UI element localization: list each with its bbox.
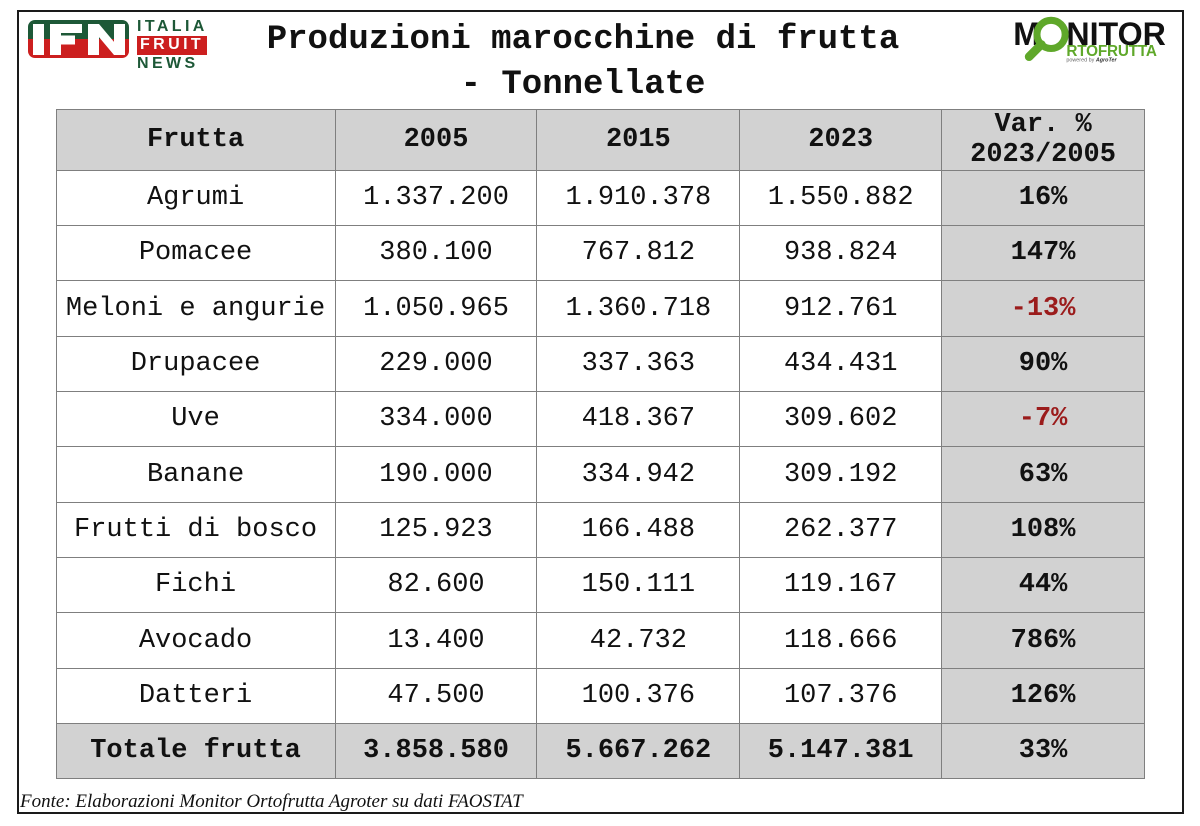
svg-text:powered by AgroTer: powered by AgroTer	[1066, 58, 1117, 63]
